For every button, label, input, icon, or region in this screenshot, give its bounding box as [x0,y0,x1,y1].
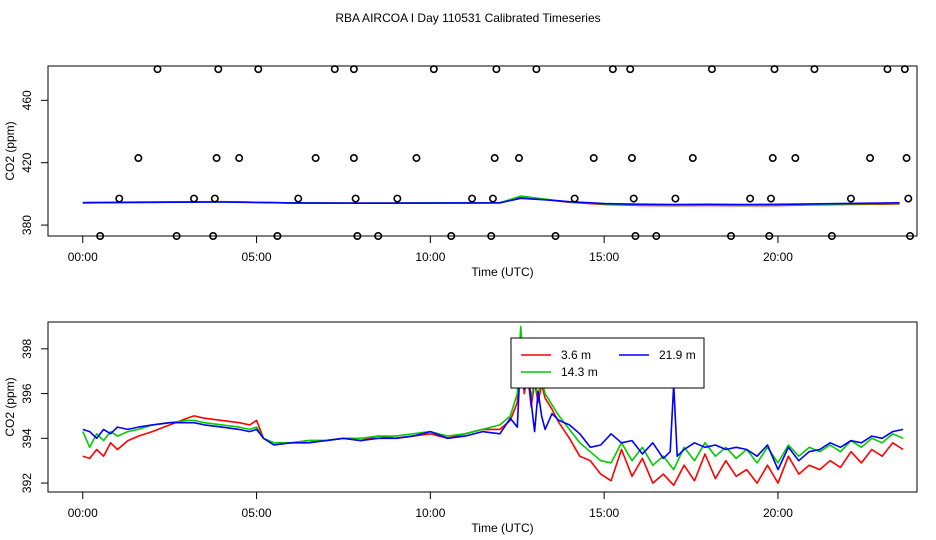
series-line-14-3-m [82,325,904,471]
y-tick-label: 396 [20,383,34,403]
data-point [134,154,143,163]
data-point [349,154,358,163]
y-tick-label: 394 [20,428,34,448]
y-tick-label: 460 [20,90,34,110]
data-point [707,65,716,74]
data-point [487,232,496,241]
data-point [827,232,836,241]
data-point [412,154,421,163]
data-point [846,194,855,203]
data-point [189,194,198,203]
data-point [212,154,221,163]
data-point [904,194,913,203]
y-axis-label: CO2 (ppm) [3,121,17,180]
series-line-3-6-m [82,336,904,487]
series-line-21-9-m [82,352,904,471]
data-point [488,194,497,203]
data-point [492,65,501,74]
legend: 3.6 m 14.3 m 21.9 m [510,337,705,389]
data-point [429,65,438,74]
data-point [671,194,680,203]
data-point [210,194,219,203]
data-point [589,154,598,163]
data-point [902,154,911,163]
x-tick-label: 10:00 [415,506,445,520]
data-point [746,194,755,203]
x-tick-label: 05:00 [242,250,272,264]
figure-title: RBA AIRCOA I Day 110531 Calibrated Times… [335,11,600,25]
data-point [468,194,477,203]
data-point [608,65,617,74]
data-point [273,232,282,241]
data-point [172,232,181,241]
x-axis-label: Time (UTC) [471,265,533,279]
data-point [349,65,358,74]
x-tick-label: 10:00 [415,250,445,264]
legend-label: 3.6 m [561,348,591,362]
y-tick-label: 392 [20,473,34,493]
y-tick-label: 420 [20,152,34,172]
data-point [532,65,541,74]
data-point [490,154,499,163]
plot-frame [47,321,918,493]
x-tick-label: 00:00 [68,250,98,264]
data-point [214,65,223,74]
data-point [791,154,800,163]
bottom-panel: 00:00 05:00 10:00 15:00 20:00 392 394 396 398 Tim… [3,321,918,535]
data-point [153,65,162,74]
data-point [254,65,263,74]
plot-frame [47,65,918,237]
x-tick-label: 20:00 [763,506,793,520]
x-tick-label: 15:00 [589,250,619,264]
data-point [727,232,736,241]
data-point [311,154,320,163]
legend-label: 21.9 m [659,348,696,362]
data-point [209,232,218,241]
data-point [627,154,636,163]
data-point [765,232,774,241]
data-point [866,154,875,163]
data-point [770,65,779,74]
data-point [353,232,362,241]
data-point [629,194,638,203]
legend-box [510,337,705,389]
data-point [115,194,124,203]
series-line-21-9-m [82,197,900,206]
data-point [330,65,339,74]
data-point [768,154,777,163]
data-point [688,154,697,163]
x-tick-label: 20:00 [763,250,793,264]
x-tick-label: 00:00 [68,506,98,520]
data-point [906,232,915,241]
data-point [631,232,640,241]
y-tick-label: 398 [20,339,34,359]
data-point [96,232,105,241]
legend-label: 14.3 m [561,365,598,379]
data-point [294,194,303,203]
data-point [900,65,909,74]
data-point [570,194,579,203]
top-panel: 00:00 05:00 10:00 15:00 20:00 380 420 460 Time (… [3,65,918,279]
y-tick-label: 380 [20,215,34,235]
data-point [351,194,360,203]
x-axis-label: Time (UTC) [471,521,533,535]
data-point [374,232,383,241]
data-point [393,194,402,203]
data-point [626,65,635,74]
y-axis-label: CO2 (ppm) [3,377,17,436]
x-tick-label: 15:00 [589,506,619,520]
data-point [767,194,776,203]
data-point [447,232,456,241]
data-point [551,232,560,241]
x-tick-label: 05:00 [242,506,272,520]
data-point [810,65,819,74]
data-point [514,154,523,163]
data-point [235,154,244,163]
data-point [883,65,892,74]
data-point [652,232,661,241]
